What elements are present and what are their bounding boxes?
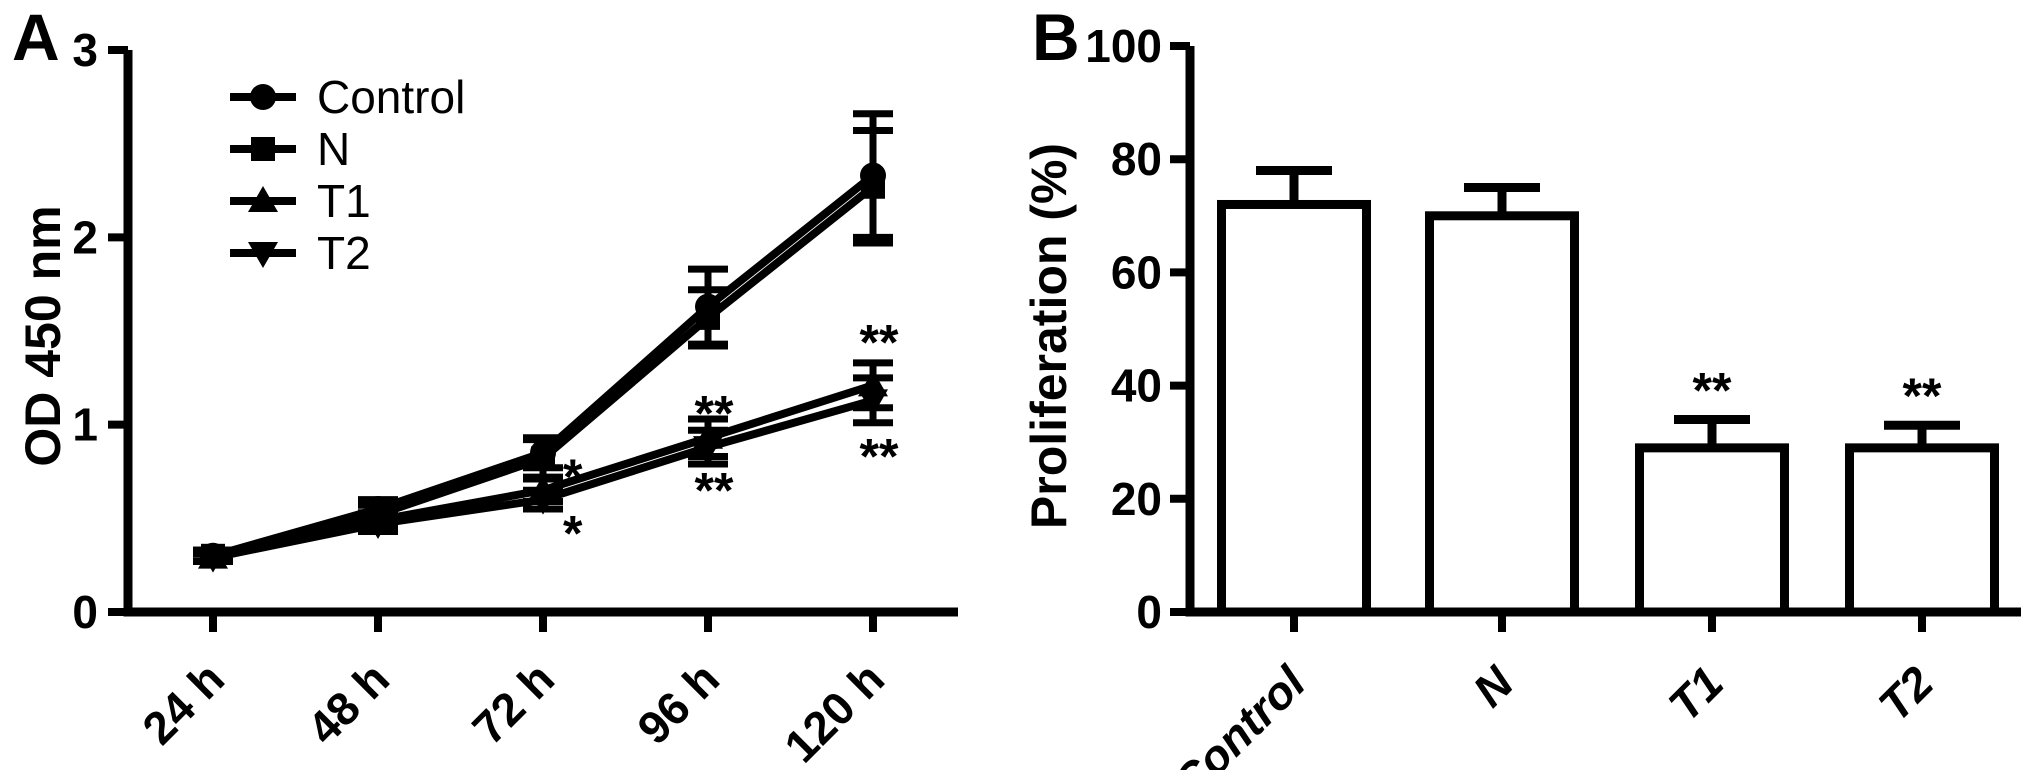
- panel-b-x-tick-label: N: [1463, 656, 1524, 717]
- panel-a-y-tick-label: 2: [72, 211, 98, 263]
- significance-marker: **: [860, 314, 899, 370]
- bar-T1: [1635, 443, 1789, 617]
- panel-a-label: A: [12, 0, 60, 74]
- panel-a-x-tick-label: 96 h: [627, 652, 729, 754]
- panel-a-y-axis-title: OD 450 nm: [15, 205, 71, 466]
- legend-N-marker: [251, 137, 275, 161]
- panel-b-y-tick-label: 80: [1111, 133, 1162, 185]
- panel-b-x-tick-label: T1: [1658, 656, 1733, 731]
- panel-a-x-tick-label: 120 h: [774, 652, 894, 770]
- panel-b-y-axis-title: Proliferation (%): [1021, 143, 1077, 529]
- panel-a-y-tick-label: 0: [72, 586, 98, 638]
- panel-b-y-tick-label: 0: [1136, 586, 1162, 638]
- legend-item-label: Control: [317, 71, 465, 123]
- significance-marker: **: [695, 462, 734, 518]
- panel-b-y-tick-label: 60: [1111, 246, 1162, 298]
- legend-Control-marker: [250, 84, 276, 110]
- panel-b-y-tick-label: 100: [1085, 20, 1162, 72]
- series-T2-marker: [363, 512, 393, 539]
- significance-marker: *: [563, 449, 583, 505]
- legend-item-Control: Control: [230, 71, 465, 123]
- bar-T2: [1845, 443, 1999, 617]
- series-T2-marker: [528, 488, 558, 515]
- series-N-marker: [861, 174, 885, 199]
- panel-b-x-tick-label: Control: [1163, 655, 1316, 770]
- panel-b: 0 20 40 60 80 100 Control N T1 T2 Proliferation (%…: [1021, 20, 2021, 770]
- bar-N: [1425, 211, 1579, 617]
- panel-a-y-tick-label: 3: [72, 24, 98, 76]
- significance-marker: **: [860, 429, 899, 485]
- significance-marker: *: [563, 505, 583, 561]
- legend-T1-marker: [248, 186, 278, 212]
- legend-item-label: T2: [317, 227, 371, 279]
- significance-marker: **: [695, 386, 734, 442]
- panel-b-y-tick-label: 40: [1111, 360, 1162, 412]
- panel-a: 0 1 2 3 24 h 48 h 72 h 96 h 120 h OD 450 nm Contro…: [15, 24, 958, 770]
- panel-a-x-tick-label: 72 h: [462, 652, 564, 754]
- series-T2-marker: [693, 436, 723, 463]
- panel-a-axes: [123, 50, 958, 617]
- panel-a-x-tick-label: 24 h: [132, 652, 234, 754]
- legend-item-T2: T2: [230, 227, 371, 279]
- significance-marker: **: [1693, 363, 1732, 419]
- series-N-marker: [531, 446, 555, 471]
- panel-b-label: B: [1032, 0, 1080, 74]
- legend-T2-marker: [248, 242, 278, 268]
- series-N-marker: [696, 305, 720, 330]
- legend-item-N: N: [230, 123, 350, 175]
- legend-item-T1: T1: [230, 175, 371, 227]
- panel-a-y-tick-label: 1: [72, 399, 98, 451]
- panel-b-y-tick-label: 20: [1111, 473, 1162, 525]
- panel-b-x-tick-label: T2: [1868, 656, 1943, 731]
- significance-marker: **: [1903, 368, 1942, 424]
- panel-a-x-tick-label: 48 h: [297, 652, 399, 754]
- bar-Control: [1217, 199, 1371, 617]
- legend-item-label: T1: [317, 175, 371, 227]
- series-T2-marker: [858, 389, 888, 416]
- series-T2-marker: [198, 546, 228, 573]
- legend-item-label: N: [317, 123, 350, 175]
